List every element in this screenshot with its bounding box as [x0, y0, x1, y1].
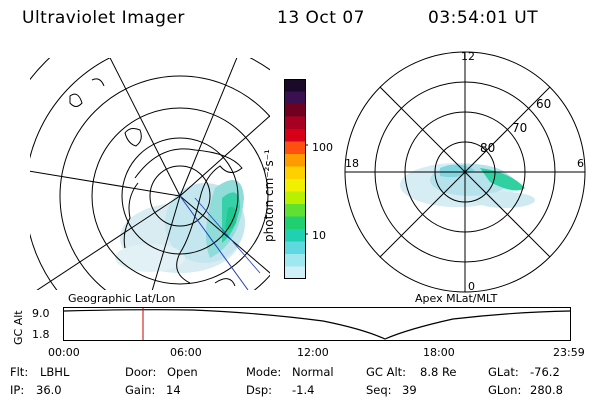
colorbar-segment [284, 166, 306, 180]
gain-value: 14 [166, 383, 181, 397]
observation-time: 03:54:01 UT [428, 8, 539, 28]
dsp-value: -1.4 [292, 383, 315, 397]
flt-value: LBHL [40, 365, 70, 379]
mlt-label-6: 6 [577, 157, 584, 170]
geo-map-label: Geographic Lat/Lon [68, 292, 176, 305]
gain-label: Gain: [125, 383, 156, 397]
observation-date: 13 Oct 07 [277, 8, 365, 28]
mode-value: Normal [292, 365, 334, 379]
glat-label: GLat: [488, 365, 519, 379]
glon-value: 280.8 [530, 383, 563, 397]
mlat-label-70: 70 [512, 121, 527, 135]
glat-value: -76.2 [530, 365, 560, 379]
flt-label: Flt: [10, 365, 29, 379]
seq-value: 39 [402, 383, 417, 397]
colorbar-segment [284, 79, 306, 92]
ip-label: IP: [10, 383, 25, 397]
altitude-ytick-low: 1.8 [32, 328, 50, 341]
colorbar-segment [284, 241, 306, 255]
colorbar-segment [284, 191, 306, 205]
altitude-xtick-1800: 18:00 [423, 346, 455, 359]
ip-value: 36.0 [36, 383, 62, 397]
door-value: Open [167, 365, 198, 379]
colorbar-segment [284, 104, 306, 117]
geographic-map [30, 58, 270, 290]
altitude-ytick-high: 9.0 [32, 307, 50, 320]
gcalt-value: 8.8 Re [420, 365, 457, 379]
altitude-xtick-2359: 23:59 [553, 346, 585, 359]
glon-label: GLon: [488, 383, 522, 397]
colorbar-segment [284, 229, 306, 242]
altitude-xtick-0000: 00:00 [48, 346, 80, 359]
mode-label: Mode: [246, 365, 282, 379]
colorbar-segment [284, 154, 306, 167]
polar-map-label: Apex MLat/MLT [415, 292, 498, 305]
colorbar-unit-label: photon cm⁻²s⁻¹ [262, 149, 276, 242]
door-label: Door: [125, 365, 157, 379]
polar-map: 12 18 6 0 60 70 80 [344, 50, 586, 293]
altitude-ylabel: GC Alt [12, 310, 25, 345]
colorbar-segment [284, 254, 306, 267]
colorbar-segment [284, 116, 306, 130]
colorbar-segment [284, 129, 306, 142]
mlt-label-0: 0 [468, 280, 475, 293]
colorbar-segment [284, 204, 306, 217]
app-title: Ultraviolet Imager [22, 8, 185, 28]
seq-label: Seq: [366, 383, 392, 397]
colorbar-segment [284, 179, 306, 192]
dsp-label: Dsp: [246, 383, 273, 397]
altitude-xtick-1200: 12:00 [297, 346, 329, 359]
mlat-label-60: 60 [536, 97, 551, 111]
colorbar [284, 79, 308, 279]
colorbar-tick-10: 10 [312, 229, 326, 242]
gcalt-label: GC Alt: [366, 365, 407, 379]
colorbar-segment [284, 216, 306, 230]
altitude-plot [63, 307, 571, 341]
colorbar-segment [284, 266, 306, 279]
colorbar-segment [284, 141, 306, 155]
mlt-label-12: 12 [461, 50, 475, 63]
colorbar-tick-100: 100 [312, 141, 333, 154]
mlt-label-18: 18 [345, 157, 359, 170]
mlat-label-80: 80 [480, 141, 495, 155]
altitude-xtick-0600: 06:00 [170, 346, 202, 359]
colorbar-segment [284, 91, 306, 105]
colorbar-border [284, 79, 306, 279]
